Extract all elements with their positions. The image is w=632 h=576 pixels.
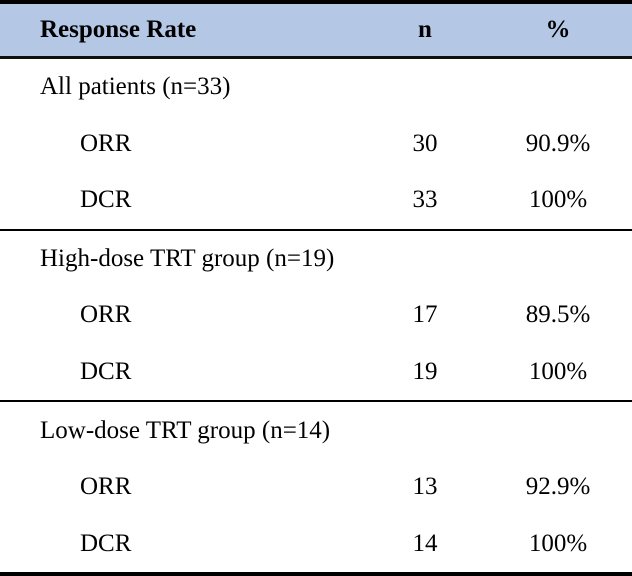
row-label: ORR — [80, 301, 132, 329]
header-response-rate: Response Rate — [0, 2, 366, 59]
row-label: ORR — [80, 129, 132, 157]
row-label: DCR — [0, 172, 366, 231]
row-n: 13 — [412, 473, 438, 501]
section-row-high-dose: High-dose TRT group (n=19) — [0, 230, 632, 288]
row-pct: 90.9% — [525, 129, 591, 157]
row-n: 33 — [366, 172, 484, 231]
section-label: High-dose TRT group (n=19) — [40, 244, 335, 272]
table-header-row: Response Rate n % — [0, 2, 632, 59]
row-label: DCR — [80, 529, 132, 557]
section-row-low-dose: Low-dose TRT group (n=14) — [0, 401, 632, 459]
section-row-all-patients: All patients (n=33) — [0, 58, 632, 116]
row-pct: 89.5% — [525, 301, 591, 329]
row-label: ORR — [80, 473, 132, 501]
section-label: Low-dose TRT group (n=14) — [40, 416, 331, 444]
table-row: DCR 14 100% — [0, 515, 632, 574]
table-row: ORR 30 90.9% — [0, 116, 632, 173]
row-label: DCR — [0, 343, 366, 403]
row-pct: 100% — [484, 172, 632, 231]
table-row: DCR 19 100% — [0, 343, 632, 403]
table-row: DCR 33 100% — [0, 172, 632, 231]
row-pct: 100% — [484, 343, 632, 403]
section-label: All patients (n=33) — [40, 73, 231, 101]
row-n: 30 — [412, 129, 438, 157]
row-pct: 100% — [528, 529, 588, 557]
table-row: ORR 13 92.9% — [0, 459, 632, 516]
row-n: 14 — [412, 529, 438, 557]
header-percent: % — [484, 2, 632, 59]
table-row: ORR 17 89.5% — [0, 287, 632, 344]
row-pct: 92.9% — [525, 473, 591, 501]
header-n: n — [366, 2, 484, 59]
row-n: 17 — [412, 301, 438, 329]
row-n: 19 — [366, 343, 484, 403]
